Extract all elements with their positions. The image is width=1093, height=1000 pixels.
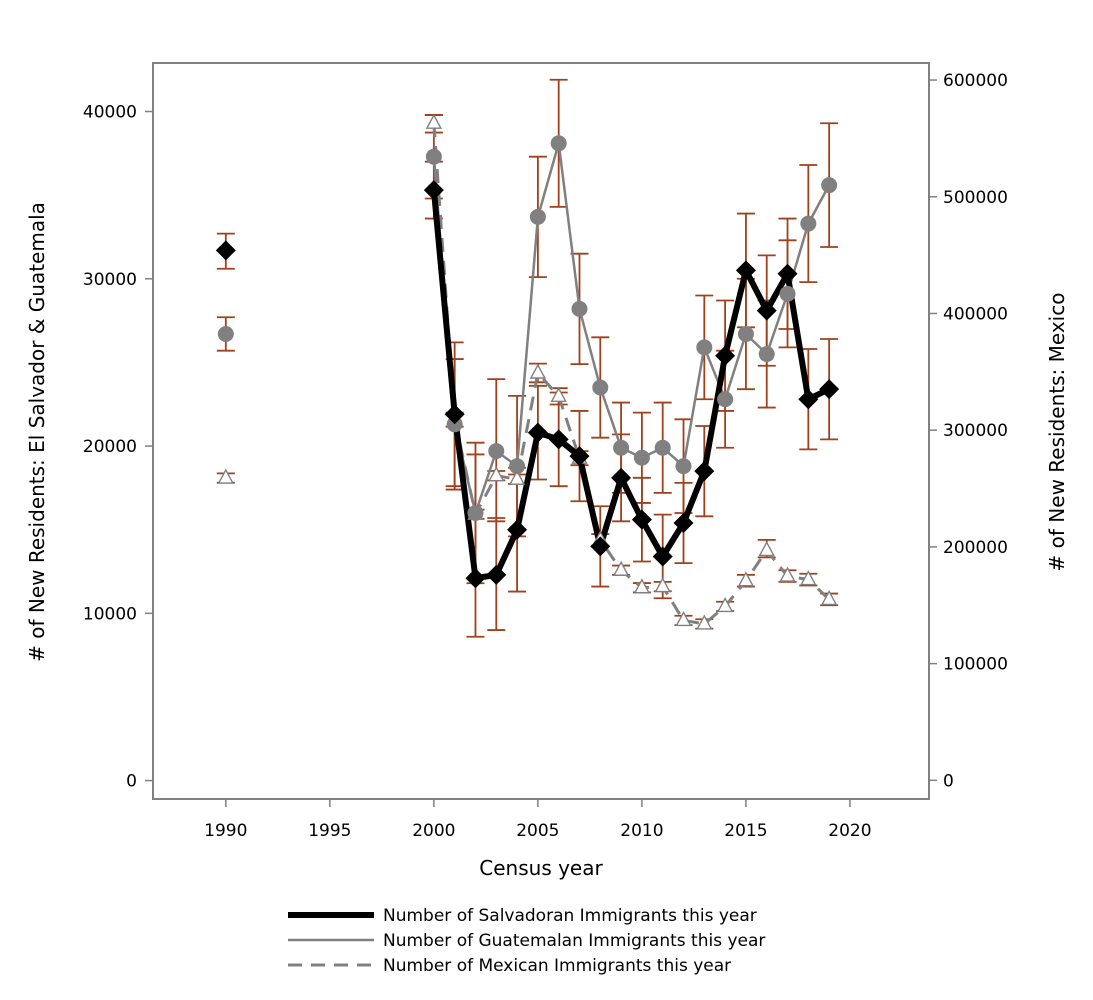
- y-tick-label-right: 500000: [943, 188, 1008, 208]
- guatemalan-point: [550, 135, 567, 152]
- y-tick-label-left: 0: [126, 772, 137, 792]
- guatemalan-point: [529, 208, 546, 225]
- x-tick-label: 2015: [724, 821, 767, 841]
- guatemalan-point: [592, 379, 609, 396]
- legend-label-mexican: Number of Mexican Immigrants this year: [383, 956, 731, 976]
- guatemalan-point: [613, 439, 630, 456]
- salvadoran-point: [215, 240, 236, 261]
- guatemalan-point: [571, 300, 588, 317]
- mexican-point: [716, 596, 734, 613]
- salvadoran-point: [735, 260, 756, 281]
- guatemalan-point: [737, 325, 754, 342]
- guatemalan-point: [717, 391, 734, 408]
- mexican-point: [737, 571, 755, 587]
- x-tick-label: 1995: [308, 821, 351, 841]
- salvadoran-point: [819, 379, 840, 400]
- salvadoran-point: [777, 263, 798, 284]
- y-tick-label-right: 600000: [943, 71, 1008, 91]
- y-tick-label-left: 40000: [83, 103, 137, 123]
- mexican-point: [820, 589, 838, 606]
- salvadoran-point: [507, 519, 528, 540]
- mexican-point: [800, 570, 817, 586]
- guatemalan-point: [467, 504, 484, 521]
- salvadoran-point: [486, 564, 507, 585]
- salvadoran-point: [652, 546, 673, 567]
- salvadoran-point: [611, 467, 632, 488]
- y-tick-label-right: 200000: [943, 538, 1008, 558]
- y-tick-label-right: 0: [943, 771, 954, 791]
- guatemalan-point: [800, 215, 817, 232]
- y-axis-label-left: # of New Residents: El Salvador & Guatem…: [25, 202, 49, 662]
- salvadoran-point: [569, 446, 590, 467]
- salvadoran-point: [444, 404, 465, 425]
- legend-label-salvadoran: Number of Salvadoran Immigrants this yea…: [383, 906, 757, 926]
- legend: Number of Salvadoran Immigrants this yea…: [288, 906, 765, 976]
- mexican-point: [779, 566, 796, 582]
- guatemalan-point: [633, 449, 650, 466]
- salvadoran-point: [631, 509, 652, 530]
- guatemalan-point: [696, 339, 713, 356]
- guatemalan-point: [509, 458, 526, 475]
- mexican-point: [508, 469, 526, 485]
- series-line-salvadoran: [430, 189, 831, 582]
- salvadoran-point: [715, 345, 736, 366]
- salvadoran-point: [673, 513, 694, 533]
- mexican-point: [758, 540, 775, 557]
- guatemalan-point: [654, 439, 671, 456]
- guatemalan-point: [821, 177, 838, 194]
- x-tick-label: 2000: [412, 821, 455, 841]
- legend-label-guatemalan: Number of Guatemalan Immigrants this yea…: [383, 931, 765, 951]
- y-tick-label-left: 10000: [83, 604, 137, 624]
- mexican-point: [488, 466, 505, 482]
- mexican-point: [633, 578, 651, 594]
- salvadoran-point: [423, 180, 444, 201]
- guatemalan-point: [675, 458, 692, 475]
- mexican-point: [675, 610, 692, 627]
- salvadoran-point: [548, 429, 569, 450]
- mexican-point: [696, 614, 713, 630]
- guatemalan-point: [446, 416, 463, 433]
- salvadoran-point: [465, 568, 486, 589]
- mexican-point: [529, 363, 547, 379]
- mexican-point: [425, 113, 443, 129]
- salvadoran-point: [590, 536, 611, 557]
- x-tick-label: 2010: [620, 821, 663, 841]
- x-tick-label: 1990: [204, 821, 247, 841]
- guatemalan-point: [779, 285, 796, 302]
- guatemalan-point: [488, 443, 505, 460]
- salvadoran-point: [756, 300, 777, 321]
- mexican-point: [217, 468, 234, 484]
- mexican-point: [612, 560, 630, 576]
- salvadoran-point: [798, 389, 819, 410]
- y-tick-label-left: 20000: [83, 437, 137, 457]
- salvadoran-point: [694, 461, 715, 482]
- salvadoran-point: [527, 422, 548, 443]
- y-tick-label-right: 100000: [943, 655, 1008, 675]
- guatemalan-point: [217, 325, 234, 342]
- x-tick-label: 2020: [828, 821, 871, 841]
- y-tick-label-right: 300000: [943, 421, 1008, 441]
- plot-frame: [152, 62, 930, 800]
- guatemalan-point: [758, 346, 775, 363]
- y-tick-label-left: 30000: [83, 270, 137, 290]
- mexican-point: [654, 577, 671, 593]
- mexican-point: [550, 386, 567, 403]
- x-tick-label: 2005: [516, 821, 559, 841]
- guatemalan-point: [425, 148, 442, 165]
- y-tick-label-right: 400000: [943, 304, 1008, 324]
- x-axis-label: Census year: [479, 856, 603, 880]
- y-axis-label-right: # of New Residents: Mexico: [1045, 293, 1069, 572]
